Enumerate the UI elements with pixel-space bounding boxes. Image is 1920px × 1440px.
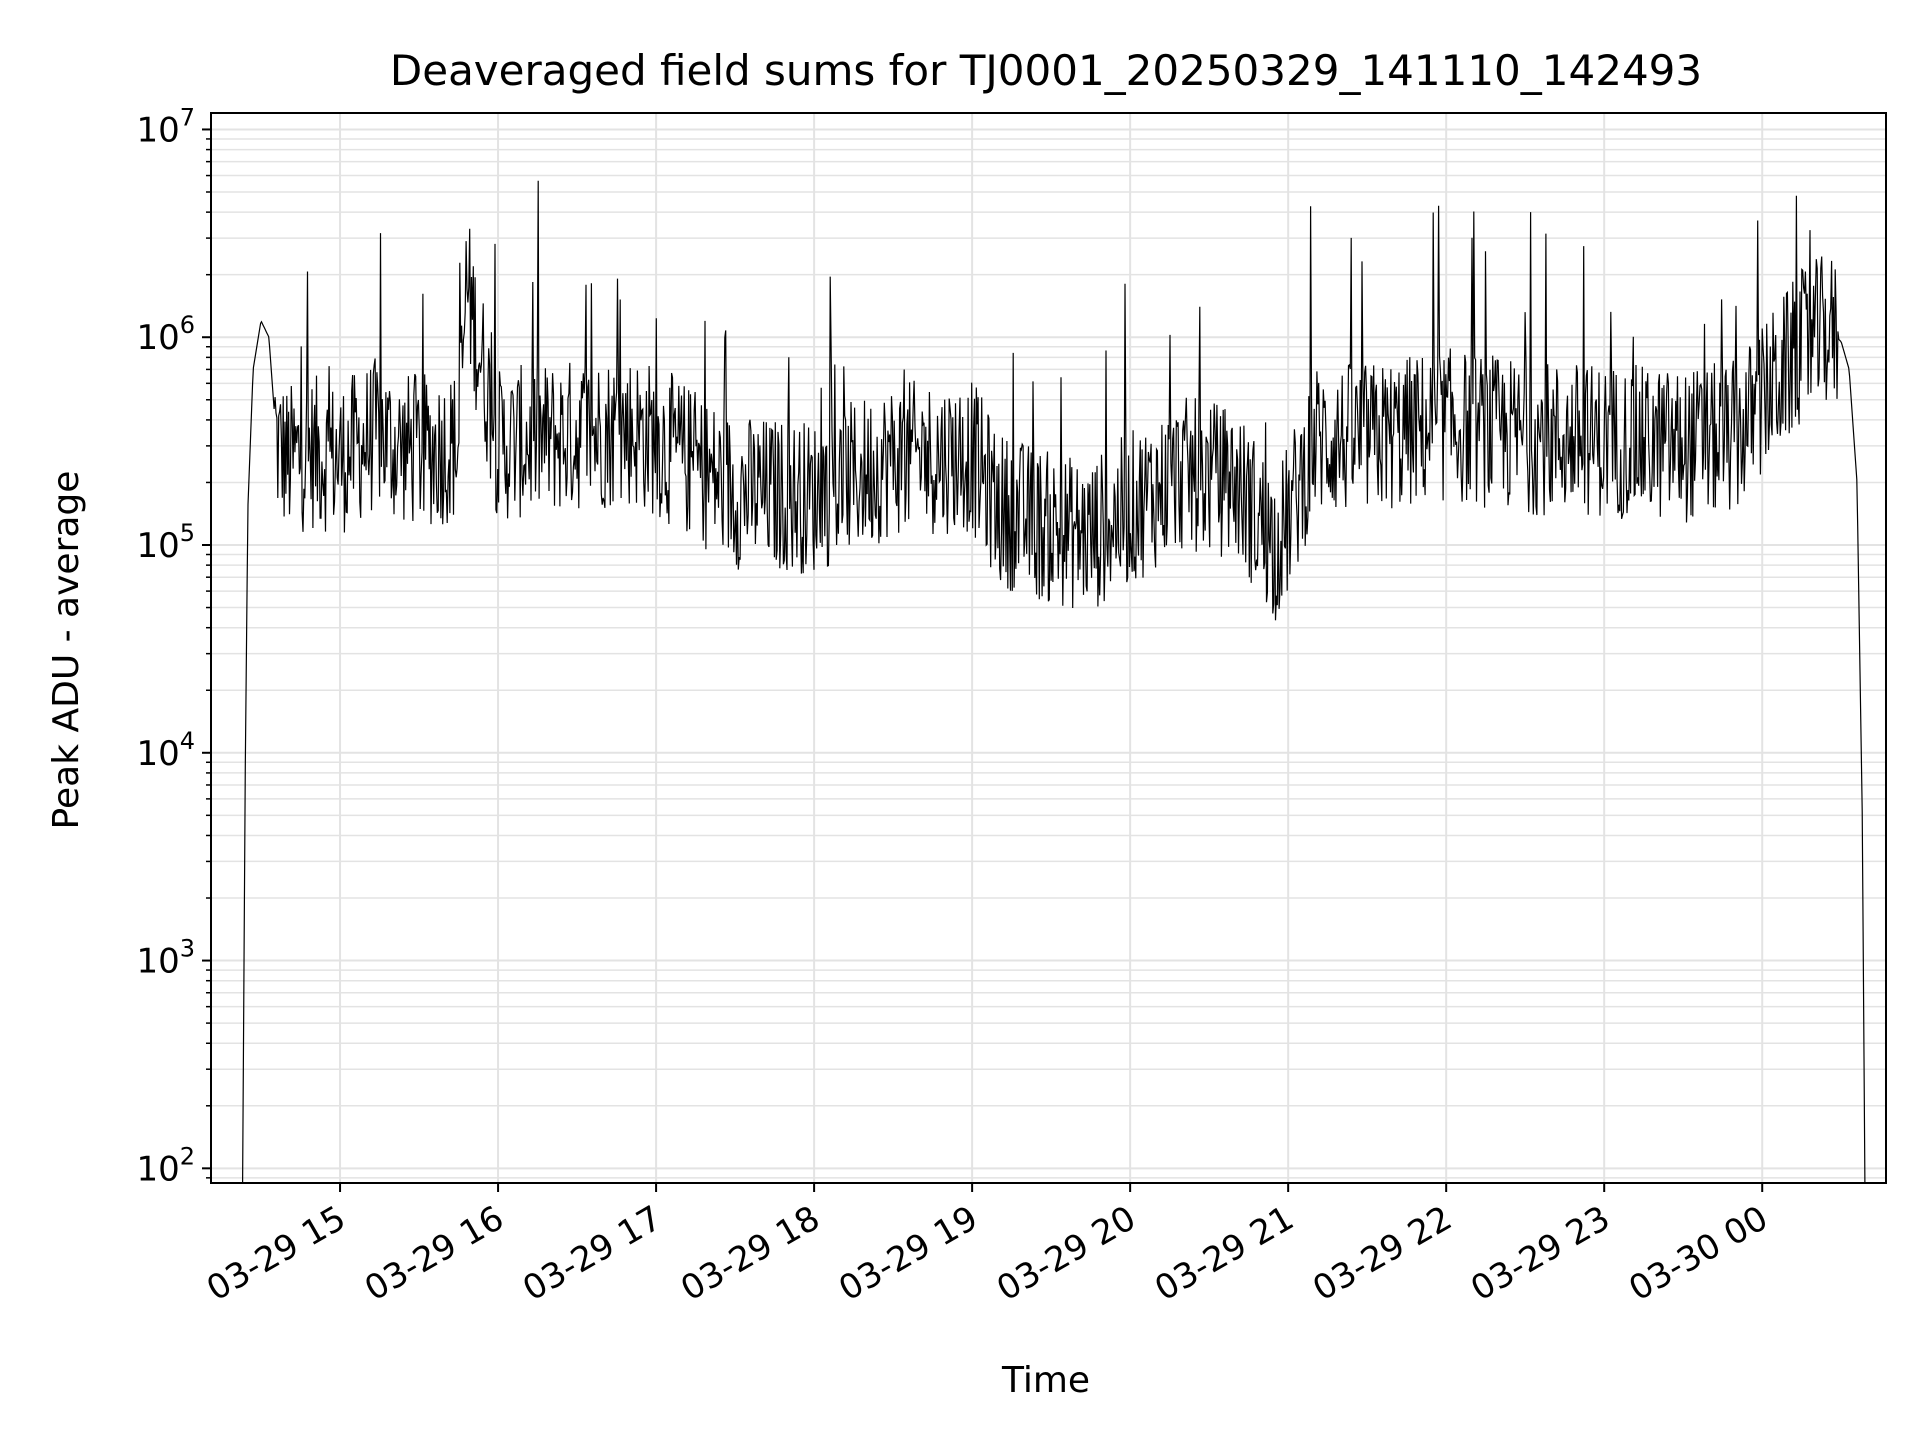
y-tick-label: 102 xyxy=(136,1142,195,1189)
chart-title: Deaveraged field sums for TJ0001_2025032… xyxy=(390,46,1702,95)
y-tick-label: 103 xyxy=(136,935,195,982)
data-layer xyxy=(242,180,1866,1184)
y-tick-label: 105 xyxy=(136,519,195,566)
plot-frame xyxy=(210,112,1887,1184)
y-tick-label: 107 xyxy=(136,103,195,150)
y-axis-label: Peak ADU - average xyxy=(46,471,87,830)
y-axis: 102 103 104 105 106 107 xyxy=(136,103,211,1189)
series-line xyxy=(242,180,1866,1184)
y-tick-label: 106 xyxy=(136,311,195,358)
x-axis-label: Time xyxy=(1001,1360,1090,1401)
y-tick-label: 104 xyxy=(136,727,195,774)
